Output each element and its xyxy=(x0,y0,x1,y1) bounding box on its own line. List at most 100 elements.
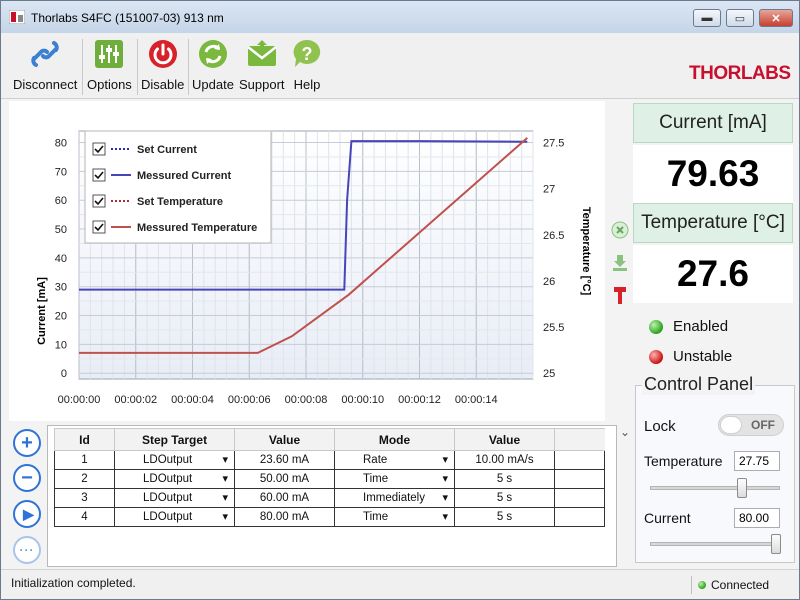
brand-logo: THORLABS xyxy=(689,63,791,84)
y-tick-label: 70 xyxy=(55,166,67,178)
cell-filler xyxy=(554,488,605,508)
download-icon[interactable] xyxy=(611,254,629,272)
options-button[interactable]: Options xyxy=(87,37,132,92)
y-tick-label: 80 xyxy=(55,138,67,150)
y2-tick-label: 27.5 xyxy=(543,138,564,150)
add-step-button[interactable]: + xyxy=(13,429,41,457)
more-icon: ··· xyxy=(19,543,35,557)
temperature-slider-thumb[interactable] xyxy=(737,478,748,498)
x-tick-label: 00:00:08 xyxy=(285,394,328,406)
cell-id: 3 xyxy=(54,488,115,508)
update-button[interactable]: Update xyxy=(192,37,234,92)
minimize-button[interactable]: ▬ xyxy=(693,9,721,27)
run-sequence-button[interactable]: ▶ xyxy=(13,500,41,528)
mode-dropdown[interactable]: Time xyxy=(334,469,455,489)
current-setpoint-label: Current xyxy=(644,510,691,526)
disconnect-button[interactable]: Disconnect xyxy=(13,37,77,92)
current-slider-thumb[interactable] xyxy=(771,534,781,554)
title-bar: Thorlabs S4FC (151007-03) 913 nm ▬ ▭ ✕ xyxy=(1,1,799,33)
cell-value[interactable]: 23.60 mA xyxy=(234,450,335,470)
axes: 00:00:00 00:00:02 00:00:04 00:00:06 00:00:08… xyxy=(55,138,565,406)
col-value: Value xyxy=(234,428,335,451)
current-header: Current [mA] xyxy=(633,103,793,143)
mode-dropdown[interactable]: Rate xyxy=(334,450,455,470)
maximize-icon: ▭ xyxy=(734,12,746,25)
cell-value-2[interactable]: 5 s xyxy=(454,488,555,508)
sliders-icon xyxy=(92,37,126,71)
plus-icon: + xyxy=(21,431,33,454)
x-tick-label: 00:00:10 xyxy=(341,394,384,406)
legend-checkbox[interactable] xyxy=(92,220,106,234)
status-message: Initialization completed. xyxy=(11,576,136,590)
step-target-dropdown[interactable]: LDOutput xyxy=(114,488,235,508)
mode-dropdown[interactable]: Immediately xyxy=(334,488,455,508)
temperature-setpoint-input[interactable] xyxy=(734,451,780,471)
legend-checkbox[interactable] xyxy=(92,142,106,156)
status-unstable: Unstable xyxy=(649,348,732,365)
cell-value-2[interactable]: 5 s xyxy=(454,469,555,489)
close-button[interactable]: ✕ xyxy=(759,9,793,27)
lock-label: Lock xyxy=(644,418,676,435)
envelope-icon xyxy=(245,37,279,71)
chart-legend: Set Current Messured Current Set Temperatu… xyxy=(84,130,272,244)
help-label: Help xyxy=(293,77,321,92)
close-icon: ✕ xyxy=(771,12,781,25)
step-target-dropdown[interactable]: LDOutput xyxy=(114,507,235,527)
step-target-dropdown[interactable]: LDOutput xyxy=(114,469,235,489)
step-target-dropdown[interactable]: LDOutput xyxy=(114,450,235,470)
window-title: Thorlabs S4FC (151007-03) 913 nm xyxy=(31,11,224,25)
temperature-setpoint-label: Temperature xyxy=(644,453,723,469)
cell-id: 4 xyxy=(54,507,115,527)
temperature-slider[interactable] xyxy=(650,478,780,498)
cell-value[interactable]: 60.00 mA xyxy=(234,488,335,508)
col-filler xyxy=(554,428,605,451)
connection-led-icon xyxy=(698,581,706,589)
table-row[interactable]: 1 LDOutput 23.60 mA Rate 10.00 mA/s xyxy=(54,450,605,470)
cell-filler xyxy=(554,469,605,489)
y2-tick-label: 27 xyxy=(543,184,555,196)
options-label: Options xyxy=(87,77,132,92)
connection-label: Connected xyxy=(711,578,770,592)
y-tick-label: 10 xyxy=(55,339,67,351)
x-tick-label: 00:00:06 xyxy=(228,394,271,406)
legend-checkbox[interactable] xyxy=(92,168,106,182)
cell-value-2[interactable]: 10.00 mA/s xyxy=(454,450,555,470)
table-row[interactable]: 4 LDOutput 80.00 mA Time 5 s xyxy=(54,507,605,527)
table-row[interactable]: 2 LDOutput 50.00 mA Time 5 s xyxy=(54,469,605,489)
power-icon xyxy=(146,37,180,71)
cell-filler xyxy=(554,507,605,527)
chart-area: 00:00:00 00:00:02 00:00:04 00:00:06 00:00:08… xyxy=(9,101,605,421)
help-button[interactable]: ? Help xyxy=(290,37,324,92)
series-lines xyxy=(79,137,528,354)
current-slider[interactable] xyxy=(650,534,781,554)
mode-dropdown[interactable]: Time xyxy=(334,507,455,527)
table-row[interactable]: 3 LDOutput 60.00 mA Immediately 5 s xyxy=(54,488,605,508)
y-tick-label: 30 xyxy=(55,282,67,294)
status-bar: Initialization completed. Connected xyxy=(1,569,799,599)
cell-id: 1 xyxy=(54,450,115,470)
cell-value-2[interactable]: 5 s xyxy=(454,507,555,527)
sequence-table: Id Step Target Value Mode Value 1 LDOutp… xyxy=(47,425,617,567)
clear-icon[interactable] xyxy=(611,221,629,239)
current-setpoint-input[interactable] xyxy=(734,508,780,528)
maximize-button[interactable]: ▭ xyxy=(726,9,754,27)
y-tick-label: 60 xyxy=(55,195,67,207)
pin-icon[interactable] xyxy=(611,285,629,305)
x-tick-label: 00:00:00 xyxy=(58,394,101,406)
legend-checkbox[interactable] xyxy=(92,194,106,208)
remove-step-button[interactable]: − xyxy=(13,464,41,492)
y2-tick-label: 25.5 xyxy=(543,322,564,334)
toolbar-separator xyxy=(137,39,138,95)
update-label: Update xyxy=(192,77,234,92)
support-button[interactable]: Support xyxy=(239,37,285,92)
lock-toggle[interactable]: OFF xyxy=(718,414,784,436)
collapse-chevron-icon[interactable]: ⌄ xyxy=(619,425,631,439)
y2-axis-label: Temperature [°C] xyxy=(580,207,592,296)
x-tick-label: 00:00:12 xyxy=(398,394,441,406)
more-options-button[interactable]: ··· xyxy=(13,536,41,564)
cell-value[interactable]: 80.00 mA xyxy=(234,507,335,527)
cell-value[interactable]: 50.00 mA xyxy=(234,469,335,489)
support-label: Support xyxy=(239,77,285,92)
disable-button[interactable]: Disable xyxy=(141,37,184,92)
